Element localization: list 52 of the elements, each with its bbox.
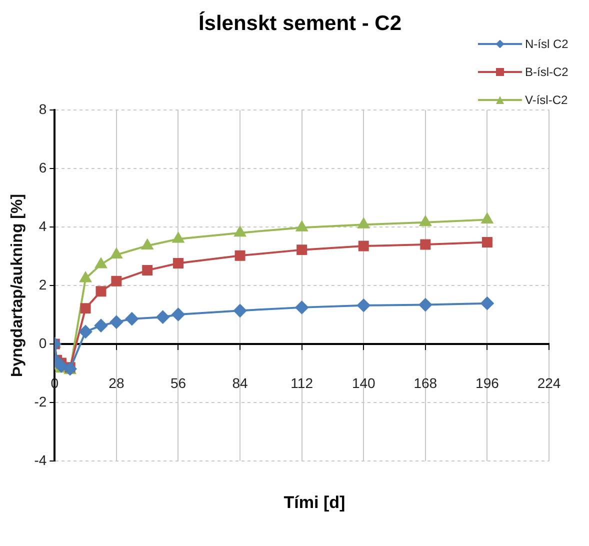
point [94, 319, 108, 332]
point [234, 250, 246, 261]
point [420, 216, 432, 226]
point [110, 248, 122, 259]
point [156, 310, 170, 324]
y-tick-label: 2 [38, 276, 47, 292]
y-tick-label: 8 [38, 100, 47, 117]
point [358, 218, 370, 228]
point [357, 298, 370, 312]
point [420, 239, 431, 250]
x-tick-label: 224 [537, 374, 561, 391]
point [125, 312, 138, 326]
x-axis-title: Tími [d] [282, 493, 346, 513]
point [95, 258, 107, 268]
y-tick-label: 6 [38, 159, 47, 176]
y-tick-label: 0 [38, 334, 47, 351]
x-tick-label: 112 [290, 374, 314, 391]
x-tick-label: 56 [170, 374, 186, 391]
point [480, 296, 494, 310]
y-tick-label: -2 [34, 393, 47, 410]
point [80, 272, 92, 282]
point [142, 239, 154, 250]
point [172, 308, 185, 321]
x-tick-label: 196 [476, 374, 500, 391]
point [110, 316, 123, 329]
point [234, 226, 246, 237]
x-tick-label: 84 [232, 374, 248, 391]
legend-label: B-ísl-C2 [525, 65, 568, 79]
point [80, 303, 91, 314]
point [358, 240, 369, 252]
legend-label: N-ísl C2 [525, 37, 568, 51]
point [111, 276, 122, 286]
point [418, 298, 432, 312]
y-axis-title: Þyngdartap/aukning [%] [9, 194, 26, 378]
point [172, 232, 184, 243]
point [482, 236, 492, 248]
y-tick-label: 4 [38, 218, 47, 234]
x-tick-label: 28 [108, 374, 124, 391]
point [142, 265, 153, 276]
point [96, 286, 106, 297]
point [296, 221, 308, 232]
point [296, 244, 308, 256]
y-tick-label: -4 [34, 452, 47, 468]
x-tick-label: 140 [352, 374, 376, 391]
chart-title: Íslenskt sement - C2 [197, 12, 403, 36]
legend-label: V-ísl-C2 [525, 93, 568, 107]
point [234, 304, 247, 318]
point [172, 258, 184, 269]
x-tick-label: 168 [414, 374, 438, 391]
point [481, 213, 493, 224]
point [295, 300, 308, 314]
point [79, 325, 92, 338]
